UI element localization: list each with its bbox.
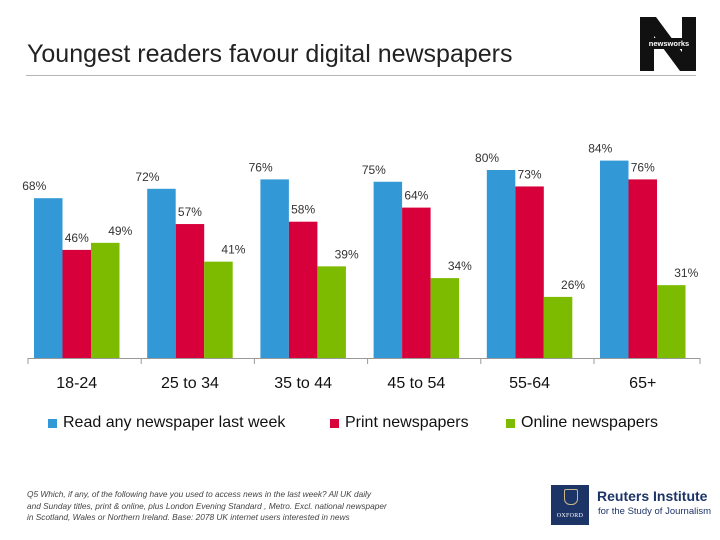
category-label-1: 25 to 34	[161, 375, 219, 392]
bar-online-0	[91, 242, 120, 358]
data-label-print-3: 64%	[404, 189, 428, 203]
data-label-print-2: 58%	[291, 203, 315, 217]
data-label-read-any-3: 75%	[362, 163, 386, 177]
page-title: Youngest readers favour digital newspape…	[27, 40, 513, 68]
data-label-read-any-1: 72%	[135, 170, 159, 184]
legend-item-online: Online newspapers	[506, 414, 658, 432]
newsworks-logo	[640, 17, 696, 71]
bar-read-any-5	[600, 160, 629, 358]
bar-online-5	[657, 285, 686, 358]
legend-swatch-online	[506, 418, 515, 428]
bar-read-any-0	[34, 198, 63, 358]
footnote: Q5 Which, if any, of the following have …	[27, 489, 487, 524]
bar-read-any-2	[260, 179, 289, 358]
data-label-online-1: 41%	[221, 243, 245, 257]
title-divider	[26, 75, 696, 76]
data-label-print-5: 76%	[631, 160, 655, 174]
category-label-5: 65+	[629, 375, 656, 392]
data-label-online-0: 49%	[108, 224, 132, 238]
legend-label-print: Print newspapers	[345, 414, 469, 431]
bar-print-3	[402, 207, 431, 358]
footnote-line: Q5 Which, if any, of the following have …	[27, 489, 372, 499]
legend-swatch-read-any	[48, 418, 57, 428]
data-label-print-0: 46%	[65, 231, 89, 245]
data-label-print-1: 57%	[178, 205, 202, 219]
legend-label-read-any: Read any newspaper last week	[63, 414, 286, 431]
bar-online-1	[204, 261, 233, 358]
bar-print-5	[628, 179, 657, 358]
bar-print-4	[515, 186, 544, 358]
data-label-online-2: 39%	[335, 247, 359, 261]
bar-online-4	[543, 296, 573, 358]
category-label-2: 35 to 44	[274, 375, 332, 392]
data-label-online-5: 31%	[674, 266, 698, 280]
chart-legend: Read any newspaper last week Print newsp…	[0, 414, 720, 438]
data-label-online-3: 34%	[448, 259, 472, 273]
data-label-read-any-2: 76%	[249, 160, 273, 174]
bar-online-2	[317, 266, 346, 358]
legend-swatch-print	[330, 418, 339, 428]
bar-chart: 68% 46% 49% 18-24 72% 57% 41% 25 to 34 76% 58% 39%…	[22, 142, 701, 392]
legend-item-print: Print newspapers	[330, 414, 469, 432]
bar-read-any-3	[373, 181, 403, 358]
category-label-4: 55-64	[509, 375, 550, 392]
reuters-institute-title: Reuters Institute	[597, 488, 708, 504]
data-label-online-4: 26%	[561, 278, 585, 292]
footnote-line: and Sunday titles, print & online, plus …	[27, 500, 387, 511]
category-label-0: 18-24	[56, 375, 97, 392]
data-label-read-any-4: 80%	[475, 151, 499, 165]
oxford-logo-text: OXFORD	[556, 513, 584, 519]
newsworks-logo-text: newsworks	[648, 39, 690, 48]
reuters-institute-subtitle: for the Study of Journalism	[598, 506, 711, 517]
category-label-3: 45 to 54	[387, 375, 445, 392]
bar-print-2	[288, 221, 318, 358]
legend-item-read-any: Read any newspaper last week	[48, 414, 285, 432]
data-label-read-any-0: 68%	[22, 179, 46, 193]
oxford-crest-icon	[564, 489, 578, 505]
oxford-logo	[551, 485, 589, 525]
data-label-read-any-5: 84%	[588, 142, 612, 156]
bar-print-1	[175, 224, 205, 358]
bar-read-any-1	[147, 188, 176, 358]
bar-online-3	[430, 278, 460, 358]
legend-label-online: Online newspapers	[521, 414, 658, 431]
bar-read-any-4	[486, 170, 516, 358]
bar-print-0	[62, 249, 91, 358]
footnote-line: in Scotland, Wales or Northern Ireland. …	[27, 512, 350, 522]
data-label-print-4: 73%	[518, 167, 542, 181]
